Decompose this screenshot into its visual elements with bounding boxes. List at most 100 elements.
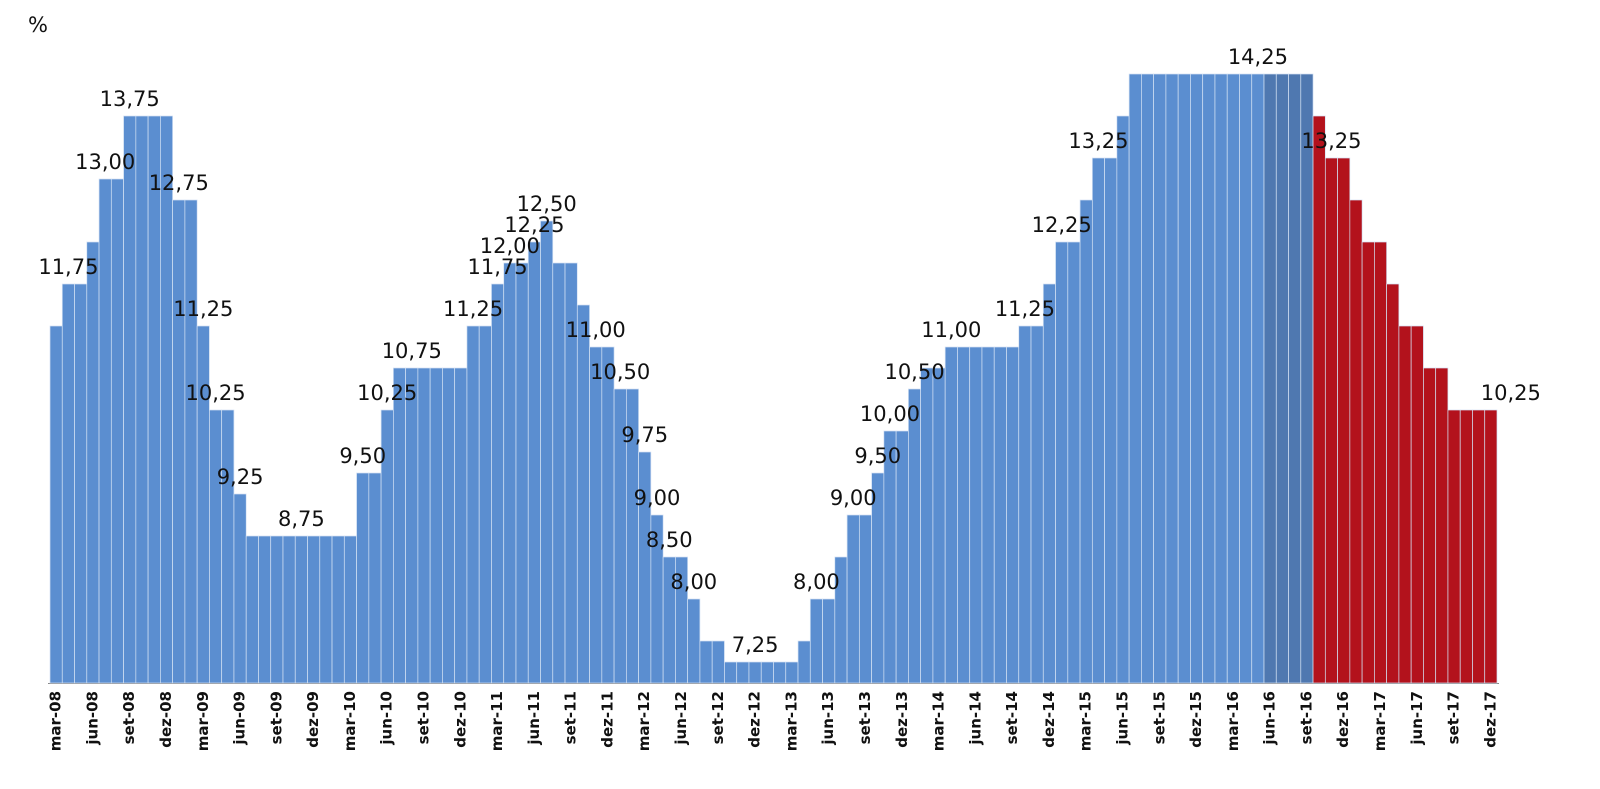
data-label: 10,25 bbox=[357, 381, 417, 405]
bar bbox=[981, 346, 995, 684]
bar bbox=[209, 409, 223, 684]
x-tick-label: mar-11 bbox=[488, 691, 506, 751]
bar bbox=[908, 388, 922, 684]
bar bbox=[920, 367, 934, 684]
data-label: 7,25 bbox=[732, 633, 779, 657]
bar bbox=[98, 178, 112, 684]
bar bbox=[1386, 283, 1400, 684]
data-label: 13,25 bbox=[1068, 129, 1128, 153]
data-label: 9,00 bbox=[634, 486, 681, 510]
data-label: 12,50 bbox=[517, 192, 577, 216]
data-label: 9,75 bbox=[621, 423, 668, 447]
bar bbox=[393, 367, 406, 684]
x-tick-label: dez-10 bbox=[451, 691, 469, 748]
bar bbox=[1398, 325, 1412, 684]
bar bbox=[343, 535, 357, 684]
x-tick-label: jun-10 bbox=[378, 691, 396, 746]
bar bbox=[1337, 157, 1351, 684]
data-label: 11,75 bbox=[38, 255, 98, 279]
bar bbox=[1288, 73, 1302, 684]
bar bbox=[785, 661, 799, 684]
bar bbox=[233, 493, 247, 684]
x-tick-label: jun-16 bbox=[1261, 691, 1279, 746]
data-label: 11,00 bbox=[921, 318, 981, 342]
x-tick-label: dez-14 bbox=[1040, 691, 1058, 748]
data-label: 9,50 bbox=[854, 444, 901, 468]
x-tick-label: dez-17 bbox=[1481, 691, 1499, 748]
bar bbox=[1239, 73, 1253, 684]
data-label: 10,75 bbox=[382, 339, 442, 363]
bar bbox=[822, 598, 836, 684]
bar bbox=[282, 535, 296, 684]
data-label: 8,75 bbox=[278, 507, 325, 531]
x-tick-label: dez-12 bbox=[746, 691, 764, 748]
data-label: 11,25 bbox=[995, 297, 1055, 321]
data-label: 11,25 bbox=[173, 297, 233, 321]
bar bbox=[307, 535, 321, 684]
x-tick-label: set-15 bbox=[1150, 691, 1168, 744]
x-tick-label: set-17 bbox=[1445, 691, 1463, 744]
bar bbox=[1018, 325, 1032, 684]
bar bbox=[724, 661, 738, 684]
x-tick-label: set-08 bbox=[120, 691, 138, 744]
bar bbox=[1423, 367, 1437, 684]
bar bbox=[1116, 115, 1130, 684]
bar bbox=[797, 640, 811, 684]
bar bbox=[1030, 325, 1044, 684]
bar bbox=[1447, 409, 1461, 684]
bar bbox=[258, 535, 272, 684]
bar bbox=[1190, 73, 1204, 684]
bar bbox=[1312, 115, 1326, 684]
bar bbox=[184, 199, 198, 684]
bar bbox=[110, 178, 124, 684]
data-label: 8,50 bbox=[646, 528, 693, 552]
x-tick-label: set-13 bbox=[856, 691, 874, 744]
bar bbox=[1263, 73, 1277, 684]
x-tick-label: set-10 bbox=[415, 691, 433, 744]
bar bbox=[748, 661, 762, 684]
data-label: 14,25 bbox=[1228, 45, 1288, 69]
bar bbox=[49, 325, 63, 684]
x-tick-label: set-09 bbox=[267, 691, 285, 744]
bar bbox=[1177, 73, 1191, 684]
bar bbox=[429, 367, 443, 684]
bar bbox=[1251, 73, 1265, 684]
bar bbox=[503, 262, 517, 684]
bar bbox=[160, 115, 173, 684]
bar bbox=[515, 262, 529, 684]
bar bbox=[245, 535, 259, 684]
x-tick-label: jun-14 bbox=[966, 691, 984, 746]
bar bbox=[196, 325, 210, 684]
x-tick-label: mar-15 bbox=[1077, 691, 1095, 751]
data-label: 8,00 bbox=[670, 570, 717, 594]
data-label: 12,25 bbox=[1032, 213, 1092, 237]
bar bbox=[1324, 157, 1338, 684]
bar bbox=[944, 346, 958, 684]
bar bbox=[1374, 241, 1387, 684]
data-label: 9,00 bbox=[830, 486, 877, 510]
x-tick-label: jun-09 bbox=[231, 691, 249, 746]
data-label: 11,00 bbox=[566, 318, 626, 342]
bar bbox=[711, 640, 725, 684]
data-label: 12,25 bbox=[504, 213, 564, 237]
data-label: 13,00 bbox=[75, 150, 135, 174]
x-tick-label: jun-12 bbox=[672, 691, 690, 746]
x-tick-label: dez-15 bbox=[1187, 691, 1205, 748]
bar bbox=[687, 598, 701, 684]
data-label: 8,00 bbox=[793, 570, 840, 594]
data-label: 13,25 bbox=[1301, 129, 1361, 153]
bar bbox=[1091, 157, 1105, 684]
bar bbox=[1275, 73, 1289, 684]
bar bbox=[1128, 73, 1142, 684]
x-tick-label: jun-15 bbox=[1113, 691, 1131, 746]
bar bbox=[1459, 409, 1473, 684]
bar bbox=[417, 367, 431, 684]
x-tick-label: dez-11 bbox=[598, 691, 616, 748]
bar bbox=[883, 430, 897, 684]
x-tick-label: mar-09 bbox=[194, 691, 212, 751]
bar bbox=[331, 535, 345, 684]
x-tick-label: dez-08 bbox=[157, 691, 175, 748]
bar bbox=[699, 640, 713, 684]
bar bbox=[1435, 367, 1449, 684]
data-label: 9,25 bbox=[217, 465, 264, 489]
